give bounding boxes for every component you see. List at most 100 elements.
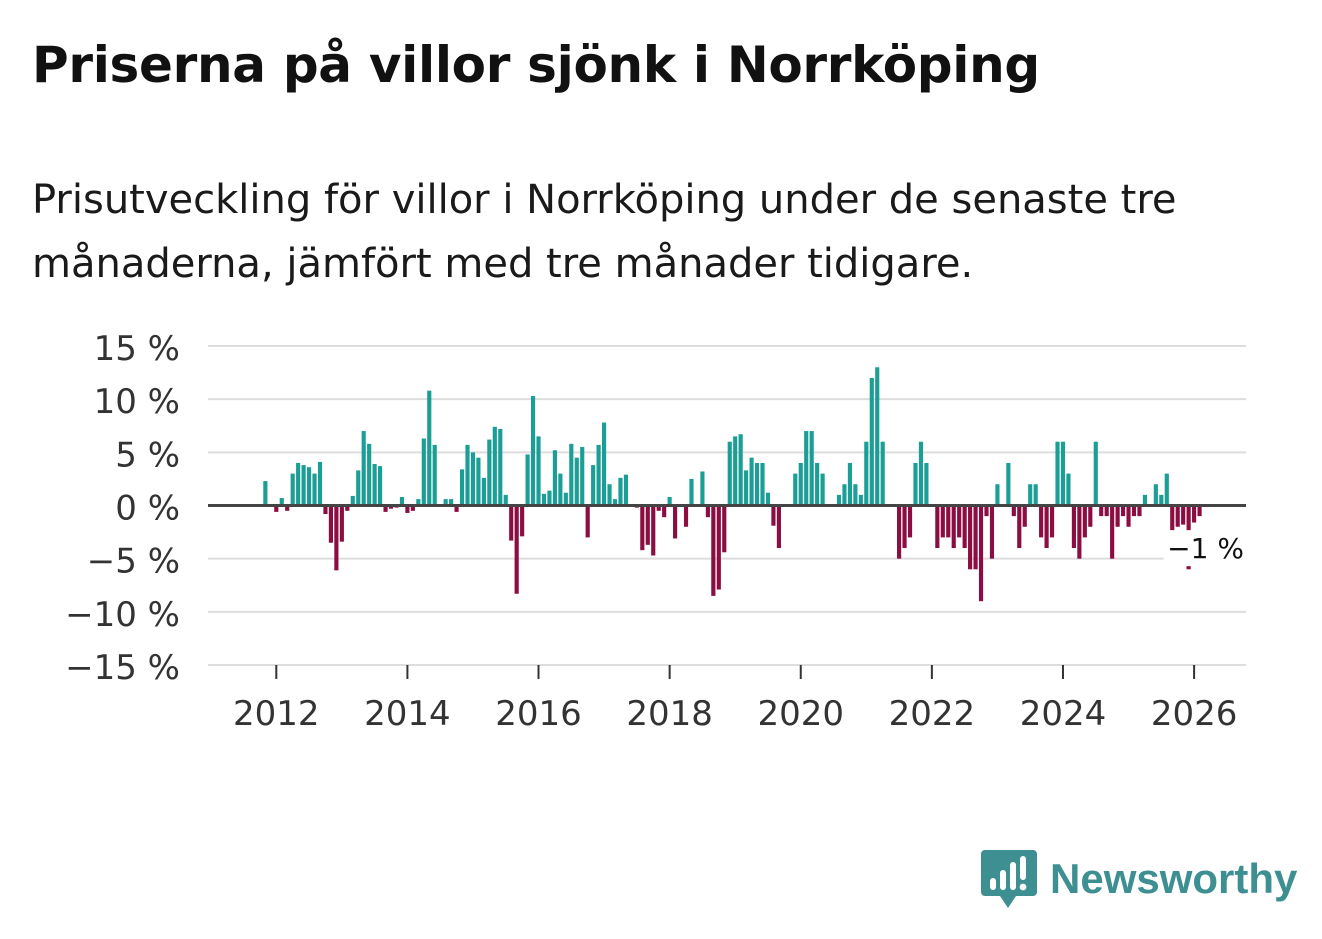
bar (765, 492, 771, 506)
bar (290, 473, 295, 506)
bar (1017, 505, 1022, 549)
brand-name: Newsworthy (1050, 855, 1298, 902)
bar (1049, 505, 1055, 538)
bar (771, 505, 776, 526)
bar (432, 444, 437, 506)
bar (1044, 505, 1049, 549)
bar (984, 505, 989, 517)
bar (907, 505, 913, 538)
bar (1164, 473, 1169, 506)
bar-series (263, 367, 1202, 602)
x-tick-label: 2014 (364, 694, 451, 734)
bar (902, 505, 907, 549)
bar (1153, 484, 1158, 506)
x-tick-label: 2012 (233, 694, 320, 734)
bar (913, 462, 918, 506)
bar (585, 505, 590, 538)
bar (372, 464, 377, 506)
bar (858, 494, 863, 506)
bar (973, 505, 978, 570)
bar (618, 477, 623, 506)
bar (1181, 505, 1186, 525)
bar (733, 436, 738, 506)
bar (487, 439, 492, 506)
bar (509, 505, 514, 541)
bar (705, 505, 710, 518)
bar (285, 505, 290, 511)
bar (1077, 505, 1082, 559)
bar (454, 505, 459, 512)
bar (754, 462, 760, 506)
bar (842, 484, 847, 506)
bar (1006, 462, 1011, 506)
y-axis-tick-labels: 15 % 10 % 5 % 0 % −5 % −10 % −15 % (65, 329, 180, 688)
bar (602, 422, 607, 506)
bar (995, 484, 1000, 506)
bar (552, 450, 557, 506)
y-tick-label: 10 % (94, 382, 180, 422)
bar (815, 462, 820, 506)
bar (673, 505, 678, 539)
bar (836, 494, 842, 506)
bar (1093, 441, 1098, 506)
bar (279, 498, 284, 506)
bar (361, 431, 366, 506)
x-axis: 2012 2014 2016 2018 2020 2022 2024 2026 (208, 664, 1246, 734)
bar (399, 496, 405, 506)
bar (574, 457, 579, 506)
bar (957, 505, 962, 538)
bar (667, 496, 672, 506)
bar (847, 462, 852, 506)
bar (651, 505, 656, 556)
bar (820, 473, 825, 506)
bar (323, 505, 328, 515)
bar (520, 505, 525, 537)
bar (1055, 441, 1060, 506)
bar (536, 436, 541, 506)
bar (1022, 505, 1027, 527)
bar (968, 505, 973, 570)
bar (1028, 484, 1033, 506)
bar (541, 493, 547, 506)
bar (1033, 484, 1038, 506)
y-tick-label: 15 % (94, 329, 180, 369)
bar (940, 505, 945, 538)
bar (1082, 505, 1087, 538)
bar (421, 438, 426, 506)
bar (749, 457, 754, 506)
bar (1170, 505, 1175, 535)
bar (301, 465, 306, 506)
bar (580, 447, 585, 506)
bar (612, 499, 618, 506)
bar (591, 465, 596, 506)
bar (465, 444, 470, 506)
bar (946, 505, 951, 538)
bar (459, 469, 465, 506)
bar (476, 457, 481, 506)
bar (645, 505, 650, 545)
brand-logo[interactable]: Newsworthy (980, 848, 1297, 910)
bar (869, 377, 874, 506)
x-tick-label: 2016 (495, 694, 582, 734)
bar (1159, 494, 1164, 506)
bar (793, 473, 798, 506)
bar (563, 492, 568, 506)
bar (738, 434, 743, 506)
bar (503, 494, 508, 506)
chart-title: Priserna på villor sjönk i Norrköping (32, 36, 1040, 94)
bar (607, 484, 612, 506)
bar (804, 431, 809, 506)
x-tick-label: 2024 (1020, 694, 1107, 734)
bar (530, 395, 536, 506)
bar (924, 462, 929, 506)
bar (339, 505, 344, 542)
bar (1071, 505, 1076, 549)
bar (962, 505, 967, 549)
x-tick-label: 2020 (757, 694, 844, 734)
x-tick-label: 2026 (1151, 694, 1238, 734)
annotation-background (1163, 530, 1248, 567)
bar (1137, 505, 1142, 517)
bar (1104, 505, 1109, 517)
bar (809, 431, 814, 506)
